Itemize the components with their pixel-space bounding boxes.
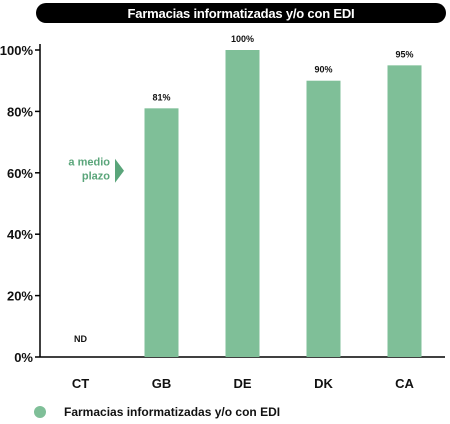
x-tick-label: GB bbox=[152, 376, 172, 391]
legend-label: Farmacias informatizadas y/o con EDI bbox=[64, 405, 281, 419]
legend: Farmacias informatizadas y/o con EDI bbox=[34, 405, 280, 419]
x-tick-label: DK bbox=[314, 376, 333, 391]
y-tick-label: 80% bbox=[7, 104, 33, 119]
bar bbox=[225, 50, 260, 357]
data-label: 81% bbox=[152, 92, 170, 102]
annotation-arrow bbox=[115, 158, 124, 183]
y-tick-label: 0% bbox=[14, 350, 33, 365]
y-tick-label: 20% bbox=[7, 289, 33, 304]
y-tick-label: 100% bbox=[0, 43, 33, 58]
x-tick-label: DE bbox=[233, 376, 251, 391]
data-label: ND bbox=[74, 334, 87, 344]
data-label: 100% bbox=[231, 34, 254, 44]
bar bbox=[306, 80, 341, 357]
annotation-line1: a medio bbox=[68, 157, 110, 169]
y-tick-label: 60% bbox=[7, 166, 33, 181]
annotation-line2: plazo bbox=[82, 171, 110, 183]
x-tick-label: CT bbox=[72, 376, 89, 391]
chart-title: Farmacias informatizadas y/o con EDI bbox=[36, 3, 446, 23]
x-tick-label: CA bbox=[395, 376, 414, 391]
bar bbox=[144, 108, 179, 357]
y-tick-label: 40% bbox=[7, 227, 33, 242]
legend-swatch bbox=[34, 406, 46, 418]
bar bbox=[387, 65, 422, 357]
data-label: 95% bbox=[395, 49, 413, 59]
data-label: 90% bbox=[314, 65, 332, 75]
